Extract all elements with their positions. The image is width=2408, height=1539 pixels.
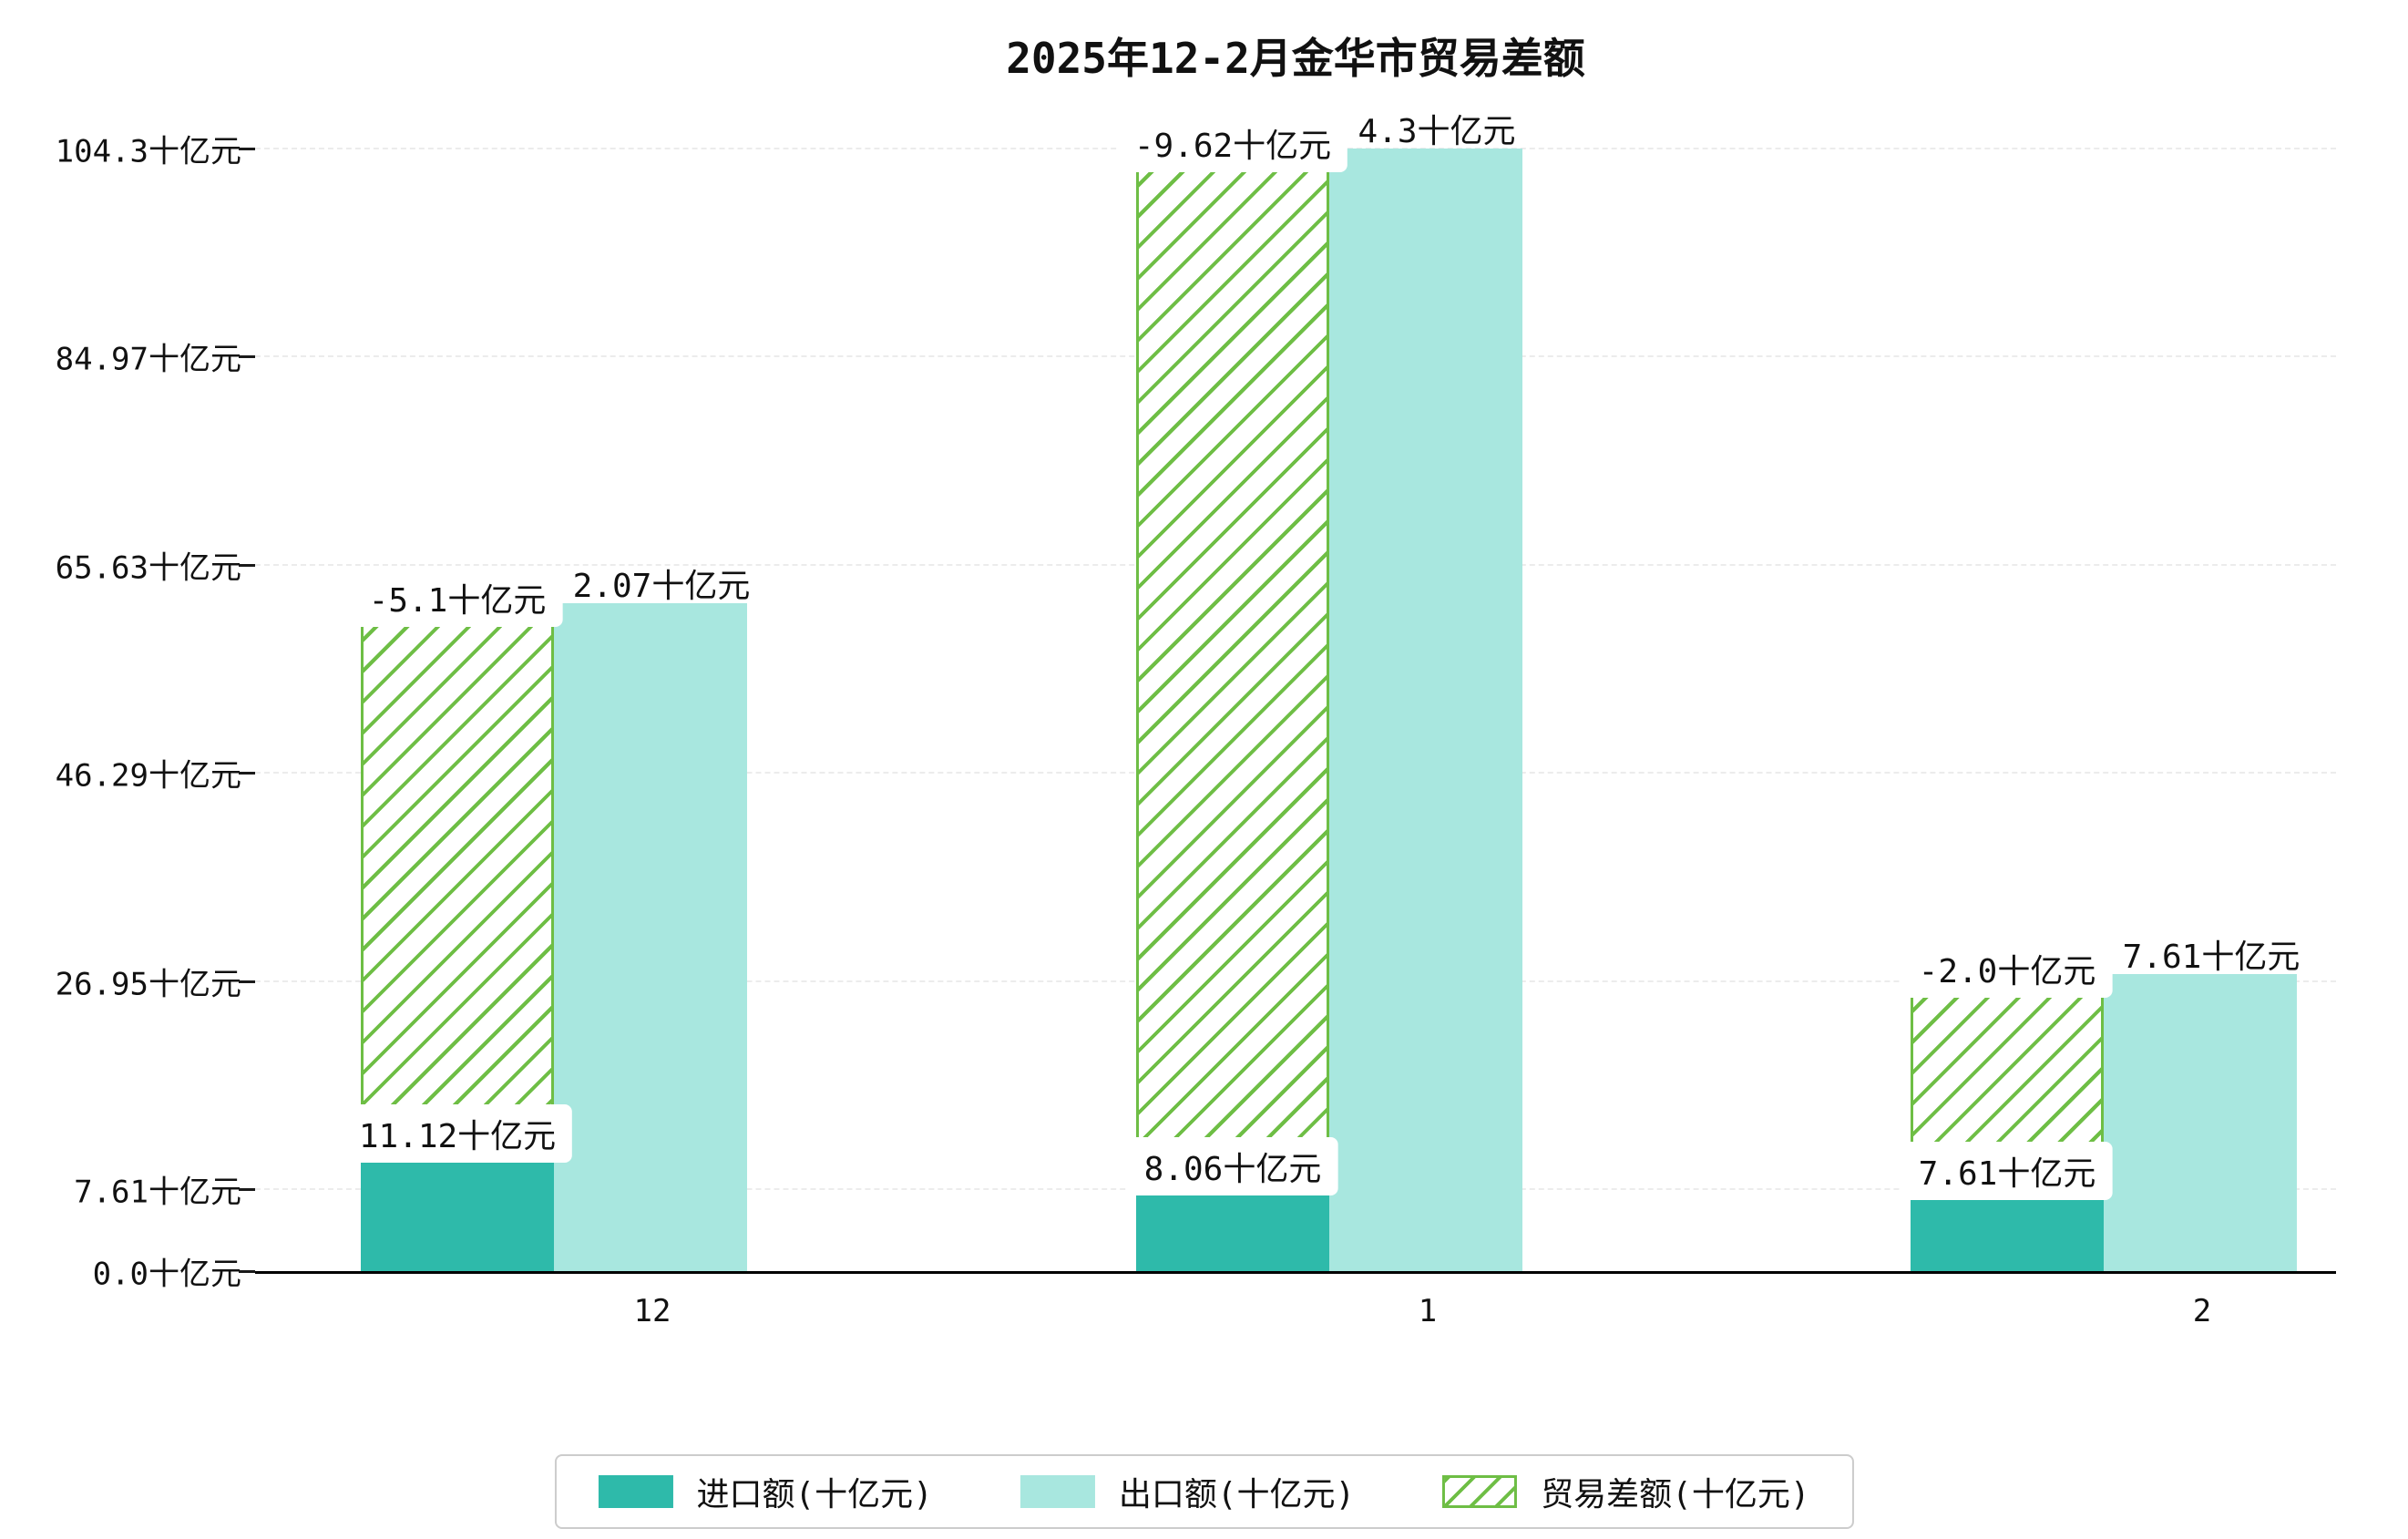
legend-swatch-export <box>1020 1475 1095 1508</box>
label-export-12: 2.07十亿元 <box>572 567 751 605</box>
y-axis-tick-label: 0.0十亿元 <box>92 1256 241 1293</box>
x-axis-tick-label-2: 2 <box>2192 1293 2212 1329</box>
bar-export-2 <box>2104 973 2297 1271</box>
label-import-2: 7.61十亿元 <box>1901 1142 2113 1201</box>
bar-export-12 <box>554 602 747 1271</box>
y-axis-tick-mark <box>239 980 255 983</box>
y-axis-tick-mark <box>239 1188 255 1192</box>
y-axis-tick-mark <box>239 148 255 150</box>
legend-item-balance: 贸易差额(十亿元) <box>1442 1468 1810 1515</box>
label-trade-balance-12: -5.1十亿元 <box>352 568 563 627</box>
bar-trade-balance-12 <box>361 602 554 1152</box>
legend-swatch-balance <box>1442 1475 1518 1508</box>
y-axis-tick-mark <box>239 772 255 775</box>
y-axis-tick-mark <box>239 355 255 359</box>
label-trade-balance-2: -2.0十亿元 <box>1901 939 2113 998</box>
legend: 进口额(十亿元) 出口额(十亿元) 贸易差额(十亿元) <box>554 1454 1854 1529</box>
y-axis-tick-label: 46.29十亿元 <box>55 757 241 795</box>
bar-import-12 <box>361 1151 554 1271</box>
legend-item-export: 出口额(十亿元) <box>1020 1468 1355 1515</box>
label-import-12: 11.12十亿元 <box>342 1103 573 1163</box>
label-export-2: 7.61十亿元 <box>2122 938 2300 976</box>
x-axis-line <box>255 1271 2336 1274</box>
bar-trade-balance-1 <box>1136 149 1329 1185</box>
legend-label-balance: 贸易差额(十亿元) <box>1541 1476 1810 1513</box>
bar-export-1 <box>1329 149 1522 1271</box>
bar-import-2 <box>1911 1189 2104 1271</box>
label-trade-balance-1: -9.62十亿元 <box>1117 114 1348 172</box>
label-import-1: 8.06十亿元 <box>1127 1136 1338 1195</box>
y-axis-tick-label: 65.63十亿元 <box>55 549 241 587</box>
x-axis-tick-label-1: 1 <box>1418 1293 1438 1329</box>
legend-swatch-import <box>598 1475 673 1508</box>
y-axis-tick-label: 7.61十亿元 <box>74 1174 241 1211</box>
legend-item-import: 进口额(十亿元) <box>598 1468 933 1515</box>
x-axis-tick-label-12: 12 <box>633 1293 671 1329</box>
legend-label-export: 出口额(十亿元) <box>1118 1476 1356 1513</box>
y-axis-tick-label: 26.95十亿元 <box>55 966 241 1003</box>
chart-title: 2025年12-2月金华市贸易差额 <box>1006 34 1585 83</box>
y-axis-tick-mark <box>239 563 255 567</box>
label-export-1: 4.3十亿元 <box>1358 113 1516 150</box>
legend-label-import: 进口额(十亿元) <box>696 1476 933 1513</box>
y-axis-tick-label: 84.97十亿元 <box>55 341 241 378</box>
y-axis-tick-label: 104.3十亿元 <box>55 133 241 170</box>
bar-import-1 <box>1136 1184 1329 1271</box>
y-axis-tick-mark <box>239 1270 255 1273</box>
